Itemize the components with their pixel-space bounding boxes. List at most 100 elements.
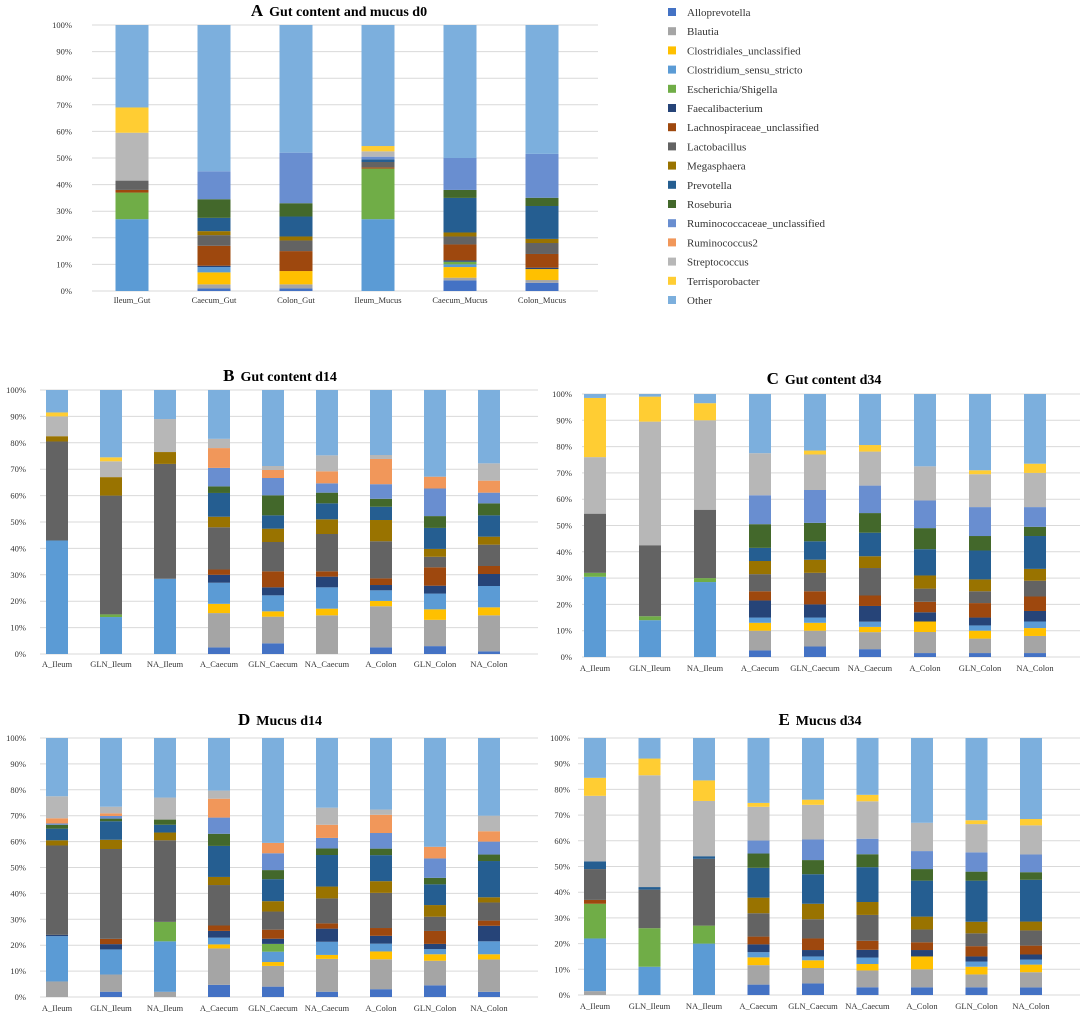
bar-segment	[802, 938, 824, 951]
bar-segment	[584, 513, 606, 573]
y-tick-label: 50%	[10, 517, 26, 527]
bar-segment	[478, 480, 500, 493]
bar-segment	[965, 738, 988, 821]
y-tick-label: 90%	[10, 411, 26, 421]
bar-segment	[859, 485, 881, 514]
bar-segment	[361, 146, 395, 152]
bar-segment	[443, 236, 477, 245]
x-tick-label: A_Colon	[365, 659, 397, 669]
bar-segment	[856, 854, 879, 868]
bar-segment	[478, 920, 500, 926]
legend-swatch	[668, 296, 676, 304]
bar-segment	[478, 607, 500, 616]
bar-segment	[361, 168, 395, 220]
bar-segment	[965, 933, 988, 947]
bar-segment	[46, 412, 68, 417]
bar-segment	[208, 885, 230, 926]
y-tick-label: 80%	[556, 442, 572, 452]
bar-segment	[747, 957, 770, 966]
bar-segment	[693, 943, 715, 995]
bar-segment	[208, 448, 230, 468]
chart-panel-b: 0% 10% 20% 30% 40% 50% 60% 70% 80% 90% 100% A_Ileum…	[6, 385, 538, 669]
bar-segment	[208, 438, 230, 449]
bar-segment	[584, 869, 606, 900]
bar-segment	[208, 647, 230, 654]
bar-segment	[1024, 610, 1046, 622]
bar-segment	[370, 833, 392, 849]
bar-segment	[100, 849, 122, 939]
y-tick-label: 100%	[6, 733, 26, 743]
bar-segment	[262, 943, 284, 952]
bar-segment	[370, 959, 392, 990]
bar-segment	[747, 984, 770, 995]
bar-segment	[208, 833, 230, 846]
bar-segment	[154, 578, 176, 654]
bar-segment	[639, 421, 661, 546]
bar-segment	[584, 991, 606, 995]
bar-segment	[747, 840, 770, 854]
x-tick-label: A_Colon	[906, 1001, 938, 1011]
bar-segment	[804, 572, 826, 592]
bar-segment	[46, 981, 68, 997]
y-tick-label: 60%	[56, 126, 72, 136]
bar-segment	[859, 568, 881, 596]
bar-segment	[965, 820, 988, 825]
panel-c-title-text: Gut content d34	[785, 373, 881, 388]
legend-swatch	[668, 8, 676, 16]
y-tick-label: 90%	[56, 47, 72, 57]
bar-segment	[208, 603, 230, 614]
bar-segment	[316, 576, 338, 588]
bar-segment	[856, 940, 879, 950]
legend-swatch	[668, 161, 676, 170]
bar-segment	[316, 587, 338, 609]
legend-swatch	[668, 84, 676, 93]
bar-segment	[424, 556, 446, 568]
bar-segment	[694, 420, 716, 510]
bar-segment	[969, 625, 991, 631]
bar-segment	[525, 269, 559, 281]
bar-segment	[262, 842, 284, 854]
panel-a-title-text: Gut content and mucus d0	[269, 5, 427, 20]
bar-segment	[478, 586, 500, 608]
bar-segment	[694, 578, 716, 583]
bar-segment	[316, 941, 338, 955]
bar-segment	[46, 441, 68, 541]
bar-segment	[262, 938, 284, 944]
bar-segment	[802, 860, 824, 875]
bar-segment	[316, 848, 338, 856]
bar-segment	[370, 928, 392, 936]
bar-segment	[749, 394, 771, 454]
bar-segment	[911, 969, 933, 988]
bar-segment	[802, 968, 824, 984]
bar-segment	[804, 591, 826, 605]
bar-segment	[859, 649, 881, 657]
bar-segment	[804, 522, 826, 542]
bar-segment	[1024, 568, 1046, 581]
bar-segment	[208, 930, 230, 938]
bar-segment	[208, 738, 230, 791]
bar-segment	[361, 151, 395, 157]
panel-b-title-text: Gut content d14	[240, 370, 336, 385]
bar-segment	[525, 197, 559, 206]
bar-segment	[639, 545, 661, 617]
bar-segment	[639, 620, 661, 657]
x-tick-label: A_Ileum	[42, 1003, 73, 1013]
bar-segment	[478, 854, 500, 862]
bar-segment	[46, 436, 68, 442]
bar-segment	[370, 484, 392, 499]
bar-segment	[478, 902, 500, 921]
bar-segment	[969, 579, 991, 592]
bar-segment	[969, 470, 991, 475]
bar-segment	[115, 180, 149, 190]
bar-segment	[749, 617, 771, 623]
bar-segment	[46, 738, 68, 797]
bar-segment	[639, 394, 661, 397]
bar-segment	[316, 928, 338, 942]
bar-segment	[208, 574, 230, 583]
bar-segment	[197, 199, 231, 218]
y-tick-label: 60%	[554, 836, 570, 846]
legend-swatch	[668, 142, 676, 151]
y-tick-label: 100%	[52, 20, 72, 30]
bar-segment	[856, 957, 879, 965]
bar-segment	[197, 267, 231, 273]
